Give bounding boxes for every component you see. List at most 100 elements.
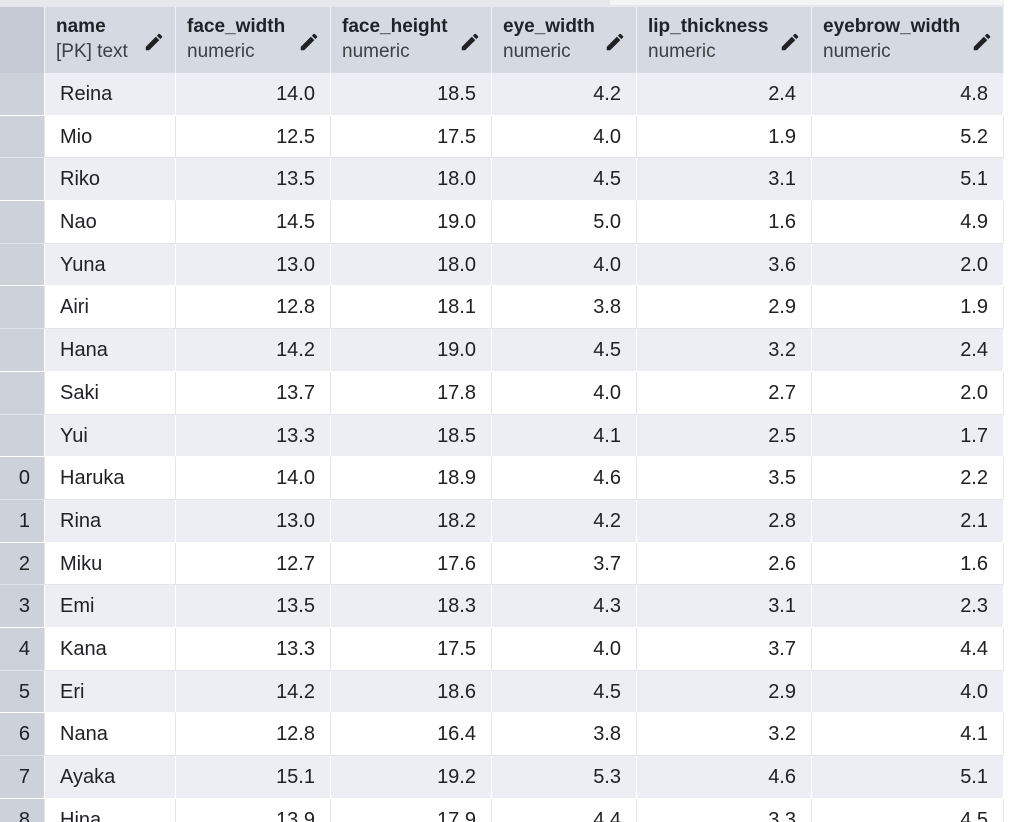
table-cell-face-height[interactable]: 18.2 [331,499,492,542]
table-cell-eyebrow-width[interactable]: 4.5 [812,798,1004,822]
table-row[interactable]: Nao 14.5 19.0 5.0 1.6 4.9 [0,201,1004,244]
row-number[interactable]: 8 [0,798,45,822]
table-cell-face-height[interactable]: 17.8 [331,371,492,414]
table-row[interactable]: 8 Hina 13.9 17.9 4.4 3.3 4.5 [0,798,1004,822]
table-row[interactable]: Yuna 13.0 18.0 4.0 3.6 2.0 [0,243,1004,287]
table-cell-name[interactable]: Haruka [45,457,176,499]
column-header-face-height[interactable]: face_height numeric [331,7,492,73]
table-cell-eye-width[interactable]: 4.2 [492,73,637,115]
table-cell-name[interactable]: Ayaka [45,756,176,798]
table-row[interactable]: 1 Rina 13.0 18.2 4.2 2.8 2.1 [0,499,1004,543]
table-row[interactable]: Airi 12.8 18.1 3.8 2.9 1.9 [0,286,1004,330]
table-cell-face-height[interactable]: 16.4 [331,713,492,755]
table-cell-eyebrow-width[interactable]: 5.2 [812,115,1004,158]
table-cell-face-height[interactable]: 18.6 [331,670,492,713]
table-row[interactable]: 5 Eri 14.2 18.6 4.5 2.9 4.0 [0,670,1004,714]
table-cell-face-height[interactable]: 19.0 [331,329,492,371]
table-cell-eye-width[interactable]: 4.0 [492,115,637,158]
column-header-eyebrow-width[interactable]: eyebrow_width numeric [812,7,1004,73]
pencil-icon[interactable] [143,31,165,53]
table-cell-eye-width[interactable]: 4.5 [492,158,637,201]
table-cell-lip-thickness[interactable]: 2.8 [637,499,812,542]
table-cell-face-height[interactable]: 18.0 [331,158,492,201]
table-cell-name[interactable]: Yui [45,414,176,457]
table-cell-eyebrow-width[interactable]: 2.2 [812,457,1004,499]
table-cell-name[interactable]: Hana [45,329,176,371]
pencil-icon[interactable] [779,31,801,53]
table-cell-face-width[interactable]: 12.7 [176,542,331,585]
table-row[interactable]: 0 Haruka 14.0 18.9 4.6 3.5 2.2 [0,457,1004,500]
table-cell-eyebrow-width[interactable]: 5.1 [812,158,1004,201]
table-cell-face-width[interactable]: 13.5 [176,158,331,201]
table-cell-eye-width[interactable]: 4.4 [492,798,637,822]
table-cell-eyebrow-width[interactable]: 4.4 [812,627,1004,670]
table-cell-lip-thickness[interactable]: 2.7 [637,371,812,414]
table-cell-name[interactable]: Saki [45,371,176,414]
table-cell-eyebrow-width[interactable]: 1.7 [812,414,1004,457]
table-cell-face-width[interactable]: 13.0 [176,499,331,542]
row-number[interactable] [0,286,45,329]
row-number[interactable] [0,201,45,243]
table-cell-lip-thickness[interactable]: 3.5 [637,457,812,499]
table-cell-eye-width[interactable]: 5.0 [492,201,637,243]
table-cell-name[interactable]: Emi [45,585,176,627]
column-header-lip-thickness[interactable]: lip_thickness numeric [637,7,812,73]
table-cell-eye-width[interactable]: 3.8 [492,286,637,329]
table-cell-eyebrow-width[interactable]: 4.0 [812,670,1004,713]
table-cell-face-width[interactable]: 12.5 [176,115,331,158]
row-number[interactable]: 1 [0,499,45,542]
table-cell-face-height[interactable]: 17.9 [331,798,492,822]
table-cell-face-width[interactable]: 13.7 [176,371,331,414]
table-cell-lip-thickness[interactable]: 3.3 [637,798,812,822]
row-number[interactable]: 4 [0,627,45,670]
row-number[interactable] [0,329,45,371]
table-row[interactable]: Hana 14.2 19.0 4.5 3.2 2.4 [0,329,1004,372]
table-cell-face-height[interactable]: 17.6 [331,542,492,585]
table-cell-face-width[interactable]: 12.8 [176,286,331,329]
table-cell-eyebrow-width[interactable]: 2.1 [812,499,1004,542]
column-header-face-width[interactable]: face_width numeric [176,7,331,73]
table-cell-name[interactable]: Miku [45,542,176,585]
table-cell-face-width[interactable]: 13.0 [176,243,331,286]
table-row[interactable]: Saki 13.7 17.8 4.0 2.7 2.0 [0,371,1004,415]
table-cell-lip-thickness[interactable]: 3.6 [637,243,812,286]
table-cell-lip-thickness[interactable]: 3.7 [637,627,812,670]
row-number[interactable] [0,73,45,115]
table-cell-lip-thickness[interactable]: 2.9 [637,286,812,329]
table-cell-lip-thickness[interactable]: 2.4 [637,73,812,115]
pencil-icon[interactable] [459,31,481,53]
table-cell-eye-width[interactable]: 4.2 [492,499,637,542]
table-cell-name[interactable]: Kana [45,627,176,670]
table-cell-name[interactable]: Nao [45,201,176,243]
table-cell-face-width[interactable]: 14.5 [176,201,331,243]
table-cell-lip-thickness[interactable]: 2.5 [637,414,812,457]
pencil-icon[interactable] [971,31,993,53]
row-number[interactable] [0,243,45,286]
table-cell-face-height[interactable]: 18.1 [331,286,492,329]
table-cell-eye-width[interactable]: 4.0 [492,371,637,414]
table-cell-eyebrow-width[interactable]: 4.9 [812,201,1004,243]
row-number[interactable]: 5 [0,670,45,713]
table-cell-eyebrow-width[interactable]: 4.8 [812,73,1004,115]
table-cell-eye-width[interactable]: 4.5 [492,670,637,713]
table-cell-face-height[interactable]: 18.9 [331,457,492,499]
row-number[interactable]: 6 [0,713,45,755]
table-cell-face-width[interactable]: 13.5 [176,585,331,627]
table-cell-face-width[interactable]: 13.3 [176,627,331,670]
table-cell-lip-thickness[interactable]: 2.6 [637,542,812,585]
table-cell-face-width[interactable]: 13.3 [176,414,331,457]
table-cell-eyebrow-width[interactable]: 5.1 [812,756,1004,798]
table-cell-face-height[interactable]: 18.3 [331,585,492,627]
table-cell-lip-thickness[interactable]: 1.9 [637,115,812,158]
table-row[interactable]: 7 Ayaka 15.1 19.2 5.3 4.6 5.1 [0,756,1004,799]
table-cell-eyebrow-width[interactable]: 2.4 [812,329,1004,371]
table-row[interactable]: 3 Emi 13.5 18.3 4.3 3.1 2.3 [0,585,1004,628]
row-number[interactable]: 2 [0,542,45,585]
table-cell-face-width[interactable]: 14.2 [176,670,331,713]
table-cell-eye-width[interactable]: 3.8 [492,713,637,755]
table-cell-face-width[interactable]: 14.0 [176,457,331,499]
column-header-eye-width[interactable]: eye_width numeric [492,7,637,73]
row-number[interactable]: 3 [0,585,45,627]
row-number[interactable]: 7 [0,756,45,798]
table-cell-name[interactable]: Yuna [45,243,176,286]
